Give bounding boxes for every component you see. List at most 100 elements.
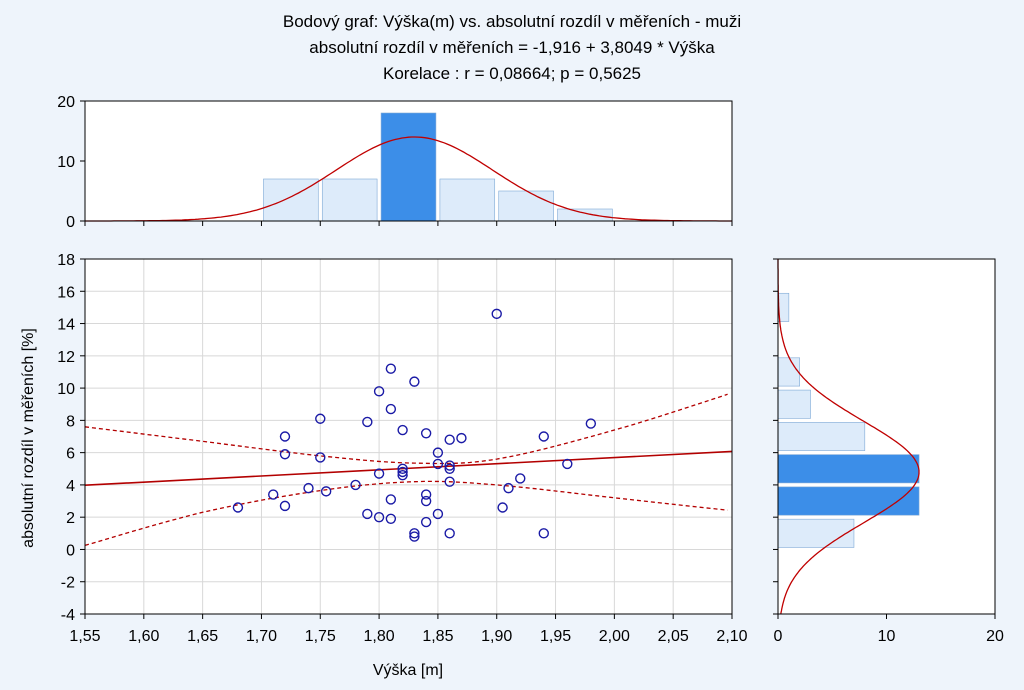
data-point: [585, 418, 597, 429]
top-hist-y-tick-label: 20: [57, 94, 75, 111]
chart-title-line-3: Korelace : r = 0,08664; p = 0,5625: [383, 64, 641, 83]
right-histogram-bar: [777, 357, 801, 387]
x-tick-label: 2,10: [716, 628, 747, 645]
y-tick-label: 0: [66, 542, 75, 559]
top-histogram-frame: [84, 100, 733, 222]
data-point: [268, 489, 279, 500]
scatter-plot-frame: [84, 258, 733, 615]
y-tick-label: 4: [66, 478, 75, 495]
y-tick-label: -4: [61, 607, 75, 624]
data-point: [444, 434, 455, 445]
data-point: [538, 528, 549, 539]
data-point: [315, 452, 326, 463]
data-point: [409, 376, 420, 387]
top-hist-y-tick-label: 10: [57, 154, 75, 171]
data-point: [420, 489, 432, 500]
x-tick-label: 1,55: [69, 628, 100, 645]
confidence-band-upper: [84, 393, 728, 465]
regression-line: [84, 450, 733, 487]
y-tick-label: 16: [57, 284, 75, 301]
top-histogram-bar: [380, 112, 437, 222]
y-tick-label: 2: [66, 510, 75, 527]
top-histogram-panel: 0 10 20: [57, 94, 733, 231]
data-point: [385, 403, 397, 415]
data-point: [279, 500, 291, 512]
data-point: [444, 528, 455, 539]
data-point: [456, 432, 467, 444]
data-point: [385, 513, 397, 524]
right-histogram-bar: [777, 422, 866, 451]
y-tick-label: 10: [57, 381, 75, 398]
data-point: [350, 479, 361, 491]
data-point: [320, 486, 332, 497]
data-point: [420, 428, 432, 439]
right-hist-x-tick-label: 10: [878, 628, 896, 645]
data-point: [315, 413, 326, 424]
data-point: [373, 386, 385, 397]
x-tick-label: 2,05: [658, 628, 689, 645]
scatter-plot-panel: 1,55 1,60 1,65 1,70 1,75 1,80 1,85 1,90 1,95 2,00…: [57, 252, 747, 645]
right-histogram-bar: [777, 518, 855, 548]
data-point: [432, 458, 444, 470]
top-histogram-bar: [263, 178, 319, 222]
right-histogram-panel: 0 10 20: [773, 258, 1004, 645]
data-point: [538, 431, 549, 442]
right-histogram-frame: [777, 258, 996, 615]
y-tick-label: 12: [57, 349, 75, 366]
data-point: [432, 508, 444, 520]
x-tick-label: 1,60: [128, 628, 159, 645]
chart-title-line-1: Bodový graf: Výška(m) vs. absolutní rozd…: [283, 12, 741, 31]
data-point: [497, 502, 508, 513]
data-point: [432, 447, 444, 458]
data-point: [444, 476, 455, 487]
confidence-band-lower: [84, 480, 728, 547]
y-tick-label: 6: [66, 446, 75, 463]
x-tick-label: 1,75: [305, 628, 336, 645]
data-point: [279, 431, 291, 442]
x-tick-label: 1,90: [481, 628, 512, 645]
data-point: [491, 308, 502, 320]
top-hist-y-tick-label: 0: [66, 214, 75, 231]
data-point: [444, 463, 455, 474]
chart-title-line-2: absolutní rozdíl v měřeních = -1,916 + 3…: [309, 38, 715, 57]
data-point: [397, 424, 408, 436]
data-point: [385, 494, 397, 505]
y-axis-label: absolutní rozdíl v měřeních [%]: [20, 328, 37, 548]
right-hist-x-tick-label: 20: [986, 628, 1004, 645]
data-point: [444, 460, 455, 471]
top-histogram-normal-curve: [85, 136, 732, 222]
right-hist-x-tick-label: 0: [774, 628, 783, 645]
y-tick-label: 14: [57, 317, 75, 334]
data-point: [515, 473, 526, 484]
data-point: [397, 466, 408, 478]
data-point: [385, 363, 397, 374]
x-tick-label: 2,00: [599, 628, 630, 645]
right-histogram-bar: [777, 486, 920, 516]
top-histogram-bar: [498, 190, 554, 222]
data-point: [409, 531, 420, 542]
data-point: [420, 495, 432, 507]
data-point: [232, 502, 244, 513]
data-point: [409, 528, 420, 539]
data-point: [303, 482, 314, 494]
y-tick-label: 18: [57, 252, 75, 269]
y-tick-label: 8: [66, 413, 75, 430]
top-histogram-bar: [557, 208, 613, 222]
right-histogram-bar: [777, 389, 811, 419]
data-point: [373, 468, 385, 479]
x-tick-label: 1,85: [422, 628, 453, 645]
x-tick-label: 1,95: [540, 628, 571, 645]
top-histogram-bar: [439, 178, 496, 222]
scatter-plot-area: [85, 259, 732, 614]
top-histogram-bar: [321, 178, 378, 222]
data-point: [503, 482, 514, 494]
x-tick-label: 1,70: [246, 628, 277, 645]
y-tick-label: -2: [61, 575, 75, 592]
right-histogram-bar: [777, 454, 920, 484]
x-axis-label: Výška [m]: [373, 662, 443, 679]
data-point: [397, 463, 408, 474]
data-point: [562, 458, 573, 470]
data-point: [420, 516, 432, 528]
x-tick-label: 1,80: [364, 628, 395, 645]
